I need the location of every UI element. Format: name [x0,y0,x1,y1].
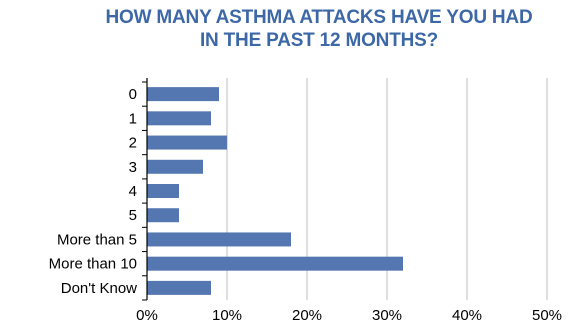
bar [147,159,203,174]
bar [147,208,179,223]
chart-title: HOW MANY ASTHMA ATTACKS HAVE YOU HAD IN … [105,7,533,51]
y-tick-label: 5 [129,207,137,224]
y-tick-label: More than 5 [57,231,137,248]
bar [147,184,179,198]
y-tick-label: 1 [129,110,137,127]
bar [147,232,291,247]
x-tick-label: 40% [452,307,482,324]
bar [147,135,227,150]
x-tick-label: 30% [372,307,402,324]
y-tick-label: 4 [129,183,137,200]
bar [147,87,219,102]
y-tick-label: 3 [129,159,137,176]
x-tick-label: 0% [136,307,158,324]
bar [147,256,403,271]
y-tick-label: 2 [129,135,137,152]
x-tick-label: 50% [532,307,562,324]
x-tick-label: 20% [292,307,322,324]
bar [147,280,211,295]
x-tick-label: 10% [212,307,242,324]
bar [147,111,211,126]
y-tick-label: Don't Know [61,280,137,297]
y-tick-label: 0 [129,86,137,103]
y-tick-label: More than 10 [49,256,137,273]
